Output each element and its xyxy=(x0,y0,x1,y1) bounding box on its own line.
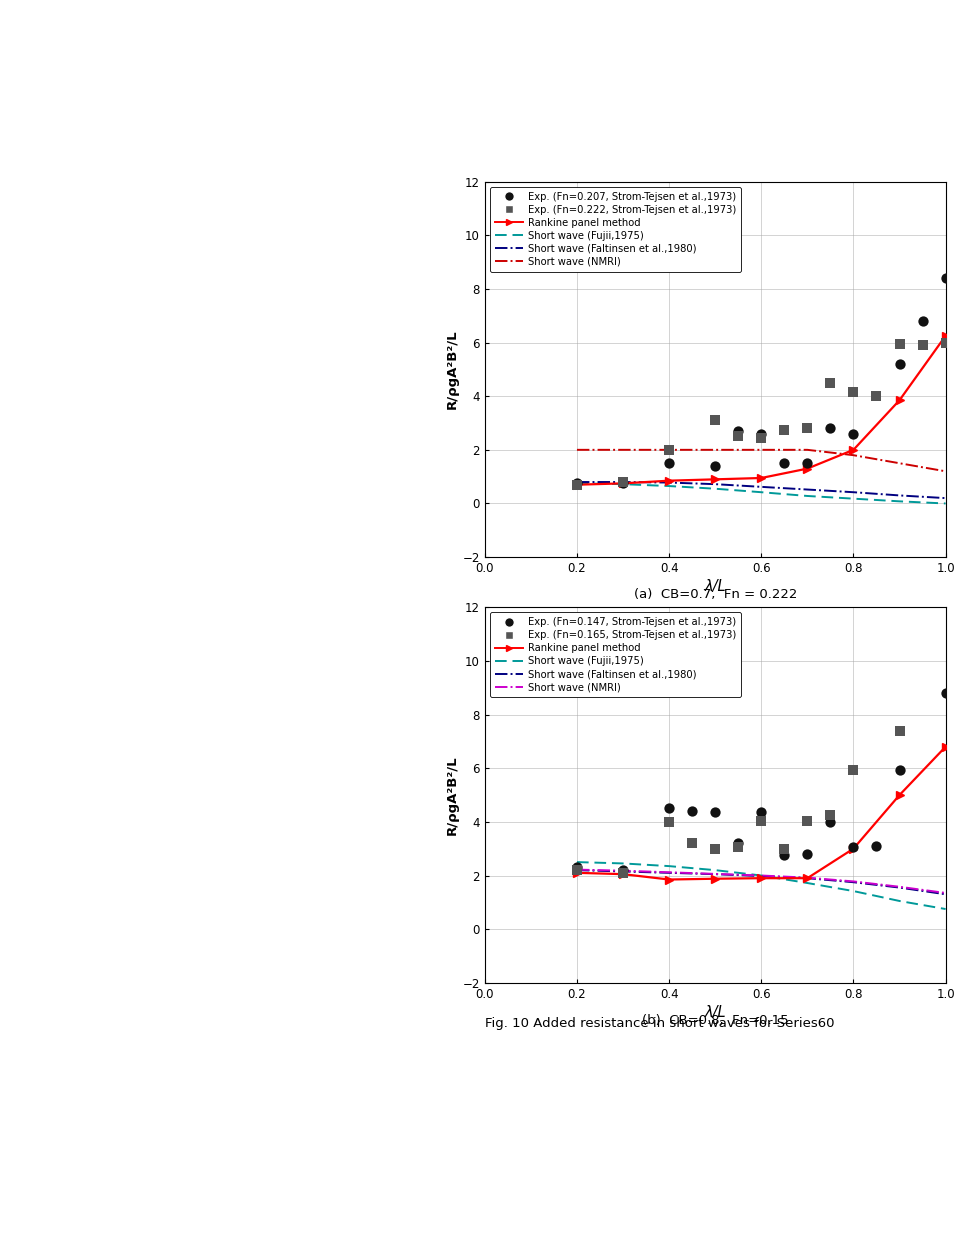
Point xyxy=(777,839,792,859)
Point xyxy=(800,844,815,864)
Point xyxy=(754,423,769,443)
Point xyxy=(569,860,585,880)
Point xyxy=(938,268,953,288)
Text: (a)  CB=0.7,  Fn = 0.222: (a) CB=0.7, Fn = 0.222 xyxy=(634,588,797,601)
Point xyxy=(615,860,631,880)
Point xyxy=(731,838,746,858)
Y-axis label: R/ρgA²B²/L: R/ρgA²B²/L xyxy=(445,755,458,835)
Point xyxy=(892,721,907,741)
Point xyxy=(846,382,861,402)
Text: Fig. 10 Added resistance in short waves for Series60: Fig. 10 Added resistance in short waves … xyxy=(485,1017,834,1029)
Point xyxy=(754,810,769,830)
Point xyxy=(684,834,700,854)
Point xyxy=(708,456,723,476)
Point xyxy=(800,418,815,438)
Point xyxy=(615,472,631,492)
Point xyxy=(915,336,930,356)
Point xyxy=(777,845,792,865)
Text: (b)  CB=0.8,  Fn=0.15: (b) CB=0.8, Fn=0.15 xyxy=(642,1014,788,1027)
Point xyxy=(708,803,723,823)
Point xyxy=(823,805,838,825)
Point xyxy=(869,386,884,406)
Point xyxy=(846,423,861,443)
Point xyxy=(869,836,884,856)
Point xyxy=(661,439,677,459)
Legend: Exp. (Fn=0.147, Strom-Tejsen et al.,1973), Exp. (Fn=0.165, Strom-Tejsen et al.,1: Exp. (Fn=0.147, Strom-Tejsen et al.,1973… xyxy=(490,612,741,697)
Point xyxy=(661,811,677,831)
Point xyxy=(846,838,861,858)
Point xyxy=(569,473,585,493)
Point xyxy=(777,419,792,439)
Point xyxy=(708,839,723,859)
Legend: Exp. (Fn=0.207, Strom-Tejsen et al.,1973), Exp. (Fn=0.222, Strom-Tejsen et al.,1: Exp. (Fn=0.207, Strom-Tejsen et al.,1973… xyxy=(490,187,741,272)
Point xyxy=(661,799,677,819)
Point xyxy=(754,428,769,448)
Point xyxy=(615,863,631,883)
Point xyxy=(569,475,585,495)
Point xyxy=(823,373,838,393)
Point xyxy=(569,858,585,878)
Point xyxy=(846,760,861,780)
Point xyxy=(661,453,677,473)
Point xyxy=(754,803,769,823)
Point xyxy=(938,684,953,704)
Point xyxy=(823,418,838,438)
Point xyxy=(708,411,723,431)
Point xyxy=(938,333,953,353)
Point xyxy=(731,421,746,441)
Point xyxy=(777,453,792,473)
Y-axis label: R/ρgA²B²/L: R/ρgA²B²/L xyxy=(445,329,458,409)
X-axis label: λ/L: λ/L xyxy=(705,580,726,595)
Point xyxy=(800,453,815,473)
X-axis label: λ/L: λ/L xyxy=(705,1005,726,1020)
Point xyxy=(800,810,815,830)
Point xyxy=(684,801,700,821)
Point xyxy=(731,427,746,447)
Point xyxy=(823,811,838,831)
Point xyxy=(892,334,907,354)
Point xyxy=(731,834,746,854)
Point xyxy=(892,354,907,374)
Point xyxy=(615,473,631,493)
Point xyxy=(915,310,930,331)
Point xyxy=(892,760,907,780)
